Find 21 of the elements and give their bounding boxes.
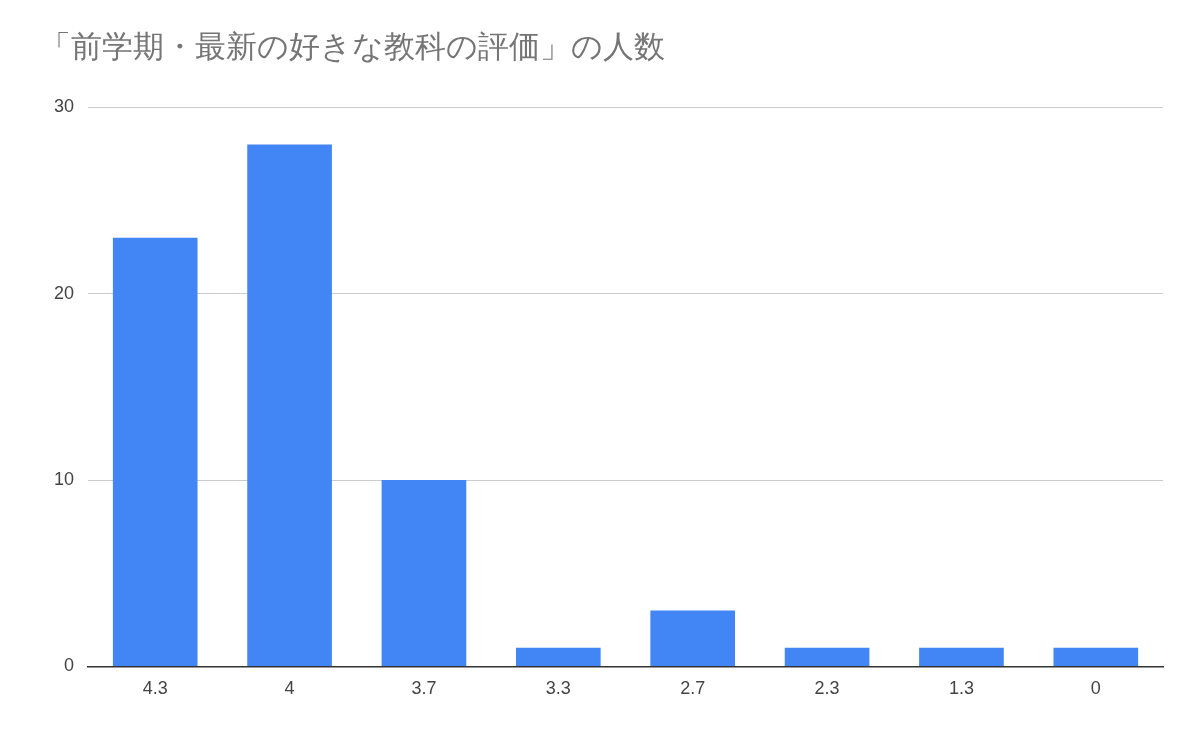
x-tick-label: 4 (284, 678, 295, 699)
bar (516, 647, 601, 666)
chart-title: 「前学期・最新の好きな教科の評価」の人数 (40, 29, 665, 65)
y-tick-label: 0 (64, 655, 75, 676)
bar (381, 480, 467, 666)
x-tick-label: 3.3 (545, 678, 571, 699)
x-tick-label: 3.7 (411, 678, 437, 699)
bar (1053, 647, 1139, 666)
x-tick-label: 4.3 (142, 678, 168, 699)
x-tick-label: 2.7 (680, 678, 706, 699)
bar (919, 647, 1004, 666)
bar (112, 237, 198, 666)
x-tick-label: 0 (1090, 678, 1101, 699)
bar (784, 647, 870, 666)
y-tick-label: 30 (53, 96, 75, 117)
bar (650, 610, 736, 666)
y-tick-label: 20 (53, 282, 75, 303)
y-tick-label: 10 (53, 468, 75, 489)
x-tick-label: 2.3 (814, 678, 840, 699)
bar (247, 144, 332, 666)
x-tick-label: 1.3 (948, 678, 974, 699)
